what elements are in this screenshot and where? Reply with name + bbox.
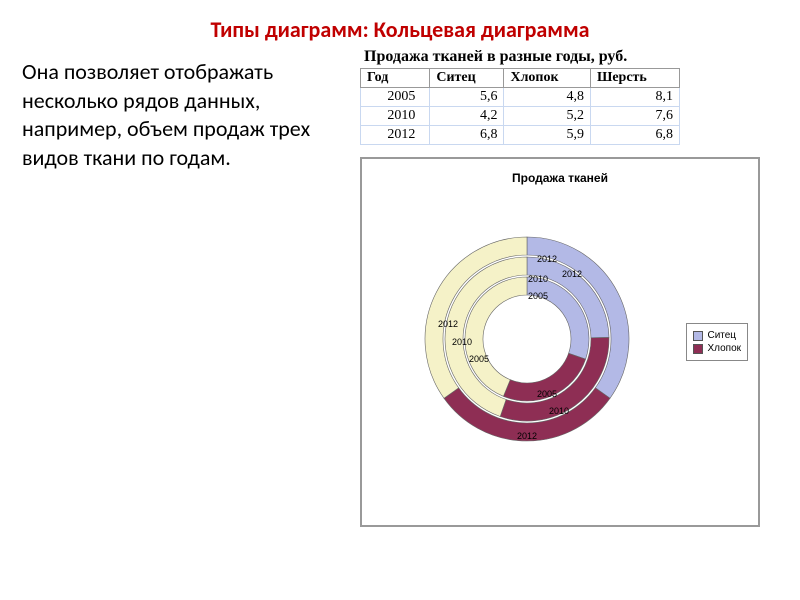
table-row: 2010 4,2 5,2 7,6	[361, 107, 680, 126]
col-header: Год	[361, 69, 430, 88]
cell: 5,2	[504, 107, 591, 126]
ring-year-label: 2010	[549, 406, 569, 416]
ring-year-label: 2005	[537, 389, 557, 399]
ring-year-label: 2012	[517, 431, 537, 441]
chart-title: Продажа тканей	[362, 171, 758, 185]
chart-legend: Ситец Хлопок	[686, 323, 748, 361]
cell: 2010	[361, 107, 430, 126]
donut-chart: 2012 2010 2005 2005 2010 2012 2005 2010 2012 2012	[402, 214, 652, 464]
ring-year-label: 2012	[537, 254, 557, 264]
cell: 4,8	[504, 88, 591, 107]
table-title: Продажа тканей в разные годы, руб.	[360, 48, 780, 66]
col-header: Шерсть	[590, 69, 679, 88]
cell: 7,6	[590, 107, 679, 126]
legend-label: Хлопок	[707, 343, 741, 354]
data-table: Год Ситец Хлопок Шерсть 2005 5,6 4,8 8,1…	[360, 68, 680, 145]
ring-year-label: 2005	[528, 291, 548, 301]
swatch-icon	[693, 344, 703, 354]
table-row: 2012 6,8 5,9 6,8	[361, 126, 680, 145]
ring-year-label: 2010	[452, 337, 472, 347]
cell: 6,8	[430, 126, 504, 145]
table-row: 2005 5,6 4,8 8,1	[361, 88, 680, 107]
ring-year-label: 2005	[469, 354, 489, 364]
legend-label: Ситец	[707, 330, 736, 341]
cell: 2005	[361, 88, 430, 107]
legend-item: Хлопок	[693, 343, 741, 354]
legend-item: Ситец	[693, 330, 741, 341]
col-header: Ситец	[430, 69, 504, 88]
cell: 6,8	[590, 126, 679, 145]
body-text: Она позволяет отображать несколько рядов…	[22, 58, 352, 172]
col-header: Хлопок	[504, 69, 591, 88]
swatch-icon	[693, 331, 703, 341]
cell: 2012	[361, 126, 430, 145]
cell: 5,9	[504, 126, 591, 145]
ring-year-label: 2012	[438, 319, 458, 329]
chart-frame: Продажа тканей 2012201020052005201020122…	[360, 157, 760, 527]
ring-year-label: 2010	[528, 274, 548, 284]
ring-year-label: 2012	[562, 269, 582, 279]
right-column: Продажа тканей в разные годы, руб. Год С…	[360, 48, 780, 527]
cell: 5,6	[430, 88, 504, 107]
table-header-row: Год Ситец Хлопок Шерсть	[361, 69, 680, 88]
cell: 8,1	[590, 88, 679, 107]
page-title: Типы диаграмм: Кольцевая диаграмма	[0, 0, 800, 43]
cell: 4,2	[430, 107, 504, 126]
